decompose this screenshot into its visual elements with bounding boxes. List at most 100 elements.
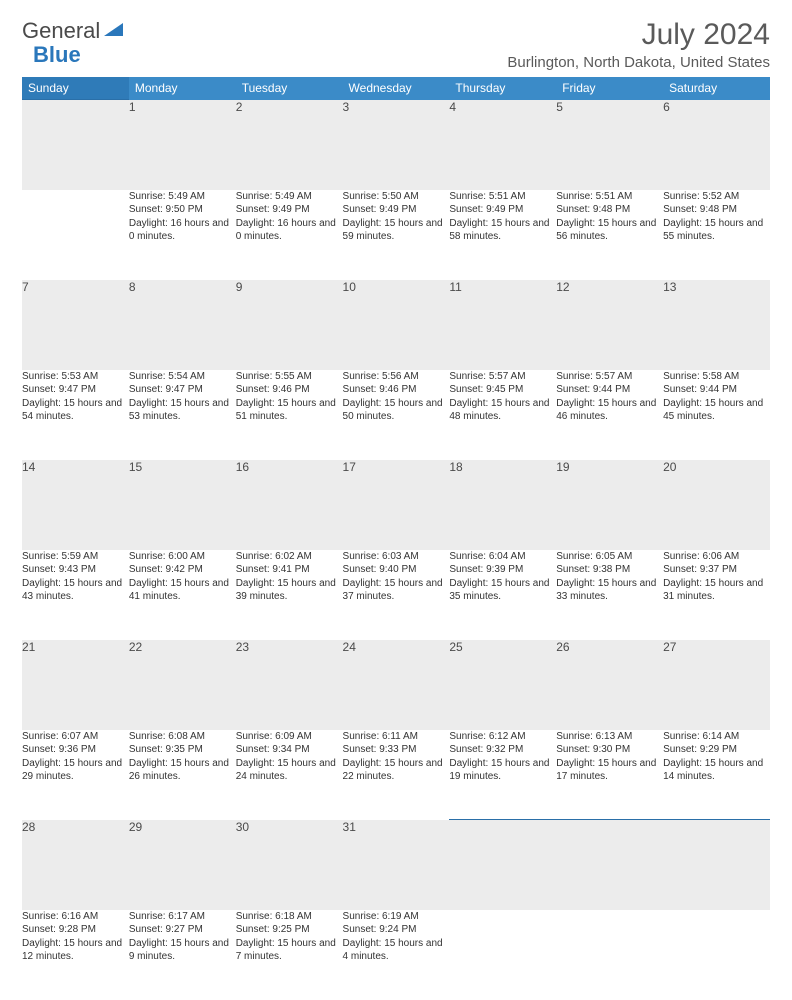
daylight-text: Daylight: 15 hours and 43 minutes.: [22, 577, 129, 604]
day-number-row: 78910111213: [22, 280, 770, 370]
sunset-text: Sunset: 9:36 PM: [22, 743, 129, 757]
sunrise-text: Sunrise: 5:53 AM: [22, 370, 129, 384]
day-content-row: Sunrise: 6:16 AMSunset: 9:28 PMDaylight:…: [22, 910, 770, 1000]
sunset-text: Sunset: 9:50 PM: [129, 203, 236, 217]
sunrise-text: Sunrise: 6:08 AM: [129, 730, 236, 744]
sunrise-text: Sunrise: 6:18 AM: [236, 910, 343, 924]
day-number-cell: 4: [449, 100, 556, 190]
daylight-text: Daylight: 15 hours and 22 minutes.: [343, 757, 450, 784]
day-content-cell: [449, 910, 556, 1000]
daylight-text: Daylight: 15 hours and 41 minutes.: [129, 577, 236, 604]
sunrise-text: Sunrise: 5:51 AM: [449, 190, 556, 204]
day-content-cell: Sunrise: 5:51 AMSunset: 9:49 PMDaylight:…: [449, 190, 556, 280]
daylight-text: Daylight: 15 hours and 54 minutes.: [22, 397, 129, 424]
day-content-cell: Sunrise: 5:51 AMSunset: 9:48 PMDaylight:…: [556, 190, 663, 280]
sunset-text: Sunset: 9:24 PM: [343, 923, 450, 937]
sunrise-text: Sunrise: 5:56 AM: [343, 370, 450, 384]
daylight-text: Daylight: 15 hours and 50 minutes.: [343, 397, 450, 424]
daylight-text: Daylight: 15 hours and 12 minutes.: [22, 937, 129, 964]
sunset-text: Sunset: 9:48 PM: [556, 203, 663, 217]
sunset-text: Sunset: 9:46 PM: [236, 383, 343, 397]
sunset-text: Sunset: 9:44 PM: [663, 383, 770, 397]
sunrise-text: Sunrise: 6:17 AM: [129, 910, 236, 924]
daylight-text: Daylight: 15 hours and 46 minutes.: [556, 397, 663, 424]
day-number-cell: 17: [343, 460, 450, 550]
sunset-text: Sunset: 9:25 PM: [236, 923, 343, 937]
day-content-cell: Sunrise: 6:13 AMSunset: 9:30 PMDaylight:…: [556, 730, 663, 820]
day-content-row: Sunrise: 5:59 AMSunset: 9:43 PMDaylight:…: [22, 550, 770, 640]
day-content-cell: Sunrise: 6:16 AMSunset: 9:28 PMDaylight:…: [22, 910, 129, 1000]
day-number-cell: 7: [22, 280, 129, 370]
day-content-cell: Sunrise: 5:57 AMSunset: 9:45 PMDaylight:…: [449, 370, 556, 460]
daylight-text: Daylight: 15 hours and 24 minutes.: [236, 757, 343, 784]
day-number-cell: 3: [343, 100, 450, 190]
sunset-text: Sunset: 9:38 PM: [556, 563, 663, 577]
sunrise-text: Sunrise: 6:16 AM: [22, 910, 129, 924]
day-number-cell: 12: [556, 280, 663, 370]
day-number-cell: 23: [236, 640, 343, 730]
weekday-header: Sunday: [22, 77, 129, 100]
sunset-text: Sunset: 9:49 PM: [449, 203, 556, 217]
sunrise-text: Sunrise: 6:02 AM: [236, 550, 343, 564]
sunset-text: Sunset: 9:45 PM: [449, 383, 556, 397]
day-content-cell: [663, 910, 770, 1000]
sunrise-text: Sunrise: 6:03 AM: [343, 550, 450, 564]
daylight-text: Daylight: 15 hours and 33 minutes.: [556, 577, 663, 604]
sunrise-text: Sunrise: 5:59 AM: [22, 550, 129, 564]
day-number-row: 28293031: [22, 820, 770, 910]
daylight-text: Daylight: 15 hours and 56 minutes.: [556, 217, 663, 244]
day-number-cell: 13: [663, 280, 770, 370]
day-content-row: Sunrise: 5:49 AMSunset: 9:50 PM Daylight:…: [22, 190, 770, 280]
calendar-header-row: SundayMondayTuesdayWednesdayThursdayFrid…: [22, 77, 770, 100]
sunset-text: Sunset: 9:32 PM: [449, 743, 556, 757]
day-content-cell: Sunrise: 6:08 AMSunset: 9:35 PMDaylight:…: [129, 730, 236, 820]
sunrise-text: Sunrise: 6:00 AM: [129, 550, 236, 564]
sunrise-text: Sunrise: 5:55 AM: [236, 370, 343, 384]
day-number-cell: 21: [22, 640, 129, 730]
sunrise-text: Sunrise: 6:11 AM: [343, 730, 450, 744]
day-content-cell: Sunrise: 6:07 AMSunset: 9:36 PMDaylight:…: [22, 730, 129, 820]
sunrise-text: Sunrise: 6:07 AM: [22, 730, 129, 744]
sunrise-text: Sunrise: 5:57 AM: [556, 370, 663, 384]
daylight-text: Daylight: 15 hours and 53 minutes.: [129, 397, 236, 424]
sunrise-text: Sunrise: 6:14 AM: [663, 730, 770, 744]
sunset-text: Sunset: 9:33 PM: [343, 743, 450, 757]
sunrise-text: Sunrise: 5:50 AM: [343, 190, 450, 204]
daylight-text: Daylight: 15 hours and 58 minutes.: [449, 217, 556, 244]
daylight-text: Daylight: 15 hours and 35 minutes.: [449, 577, 556, 604]
daylight-text: Daylight: 15 hours and 31 minutes.: [663, 577, 770, 604]
sunset-text: Sunset: 9:48 PM: [663, 203, 770, 217]
logo: General: [22, 18, 126, 44]
sunset-text: Sunset: 9:46 PM: [343, 383, 450, 397]
sunrise-text: Sunrise: 5:49 AM: [129, 190, 236, 204]
weekday-header: Thursday: [449, 77, 556, 100]
day-content-cell: Sunrise: 5:50 AMSunset: 9:49 PMDaylight:…: [343, 190, 450, 280]
sunrise-text: Sunrise: 6:09 AM: [236, 730, 343, 744]
day-content-cell: Sunrise: 6:18 AMSunset: 9:25 PMDaylight:…: [236, 910, 343, 1000]
day-content-cell: Sunrise: 6:04 AMSunset: 9:39 PMDaylight:…: [449, 550, 556, 640]
sunset-text: Sunset: 9:47 PM: [129, 383, 236, 397]
logo-word2: Blue: [33, 42, 81, 68]
day-number-cell: 28: [22, 820, 129, 910]
day-number-cell: [449, 820, 556, 910]
day-number-row: 14151617181920: [22, 460, 770, 550]
day-content-cell: Sunrise: 6:06 AMSunset: 9:37 PMDaylight:…: [663, 550, 770, 640]
sunrise-text: Sunrise: 6:12 AM: [449, 730, 556, 744]
day-number-cell: 27: [663, 640, 770, 730]
sunrise-text: Sunrise: 6:13 AM: [556, 730, 663, 744]
day-number-cell: 14: [22, 460, 129, 550]
day-content-cell: Sunrise: 5:59 AMSunset: 9:43 PMDaylight:…: [22, 550, 129, 640]
day-content-cell: Sunrise: 6:05 AMSunset: 9:38 PMDaylight:…: [556, 550, 663, 640]
sunset-text: Sunset: 9:49 PM: [343, 203, 450, 217]
sunrise-text: Sunrise: 5:52 AM: [663, 190, 770, 204]
day-number-cell: [22, 100, 129, 190]
logo-word1: General: [22, 18, 100, 44]
day-content-cell: Sunrise: 5:55 AMSunset: 9:46 PMDaylight:…: [236, 370, 343, 460]
sunset-text: Sunset: 9:44 PM: [556, 383, 663, 397]
day-number-cell: 8: [129, 280, 236, 370]
sunrise-text: Sunrise: 5:57 AM: [449, 370, 556, 384]
sunset-text: Sunset: 9:42 PM: [129, 563, 236, 577]
sunset-text: Sunset: 9:29 PM: [663, 743, 770, 757]
day-content-row: Sunrise: 6:07 AMSunset: 9:36 PM Daylight:…: [22, 730, 770, 820]
day-number-cell: 29: [129, 820, 236, 910]
